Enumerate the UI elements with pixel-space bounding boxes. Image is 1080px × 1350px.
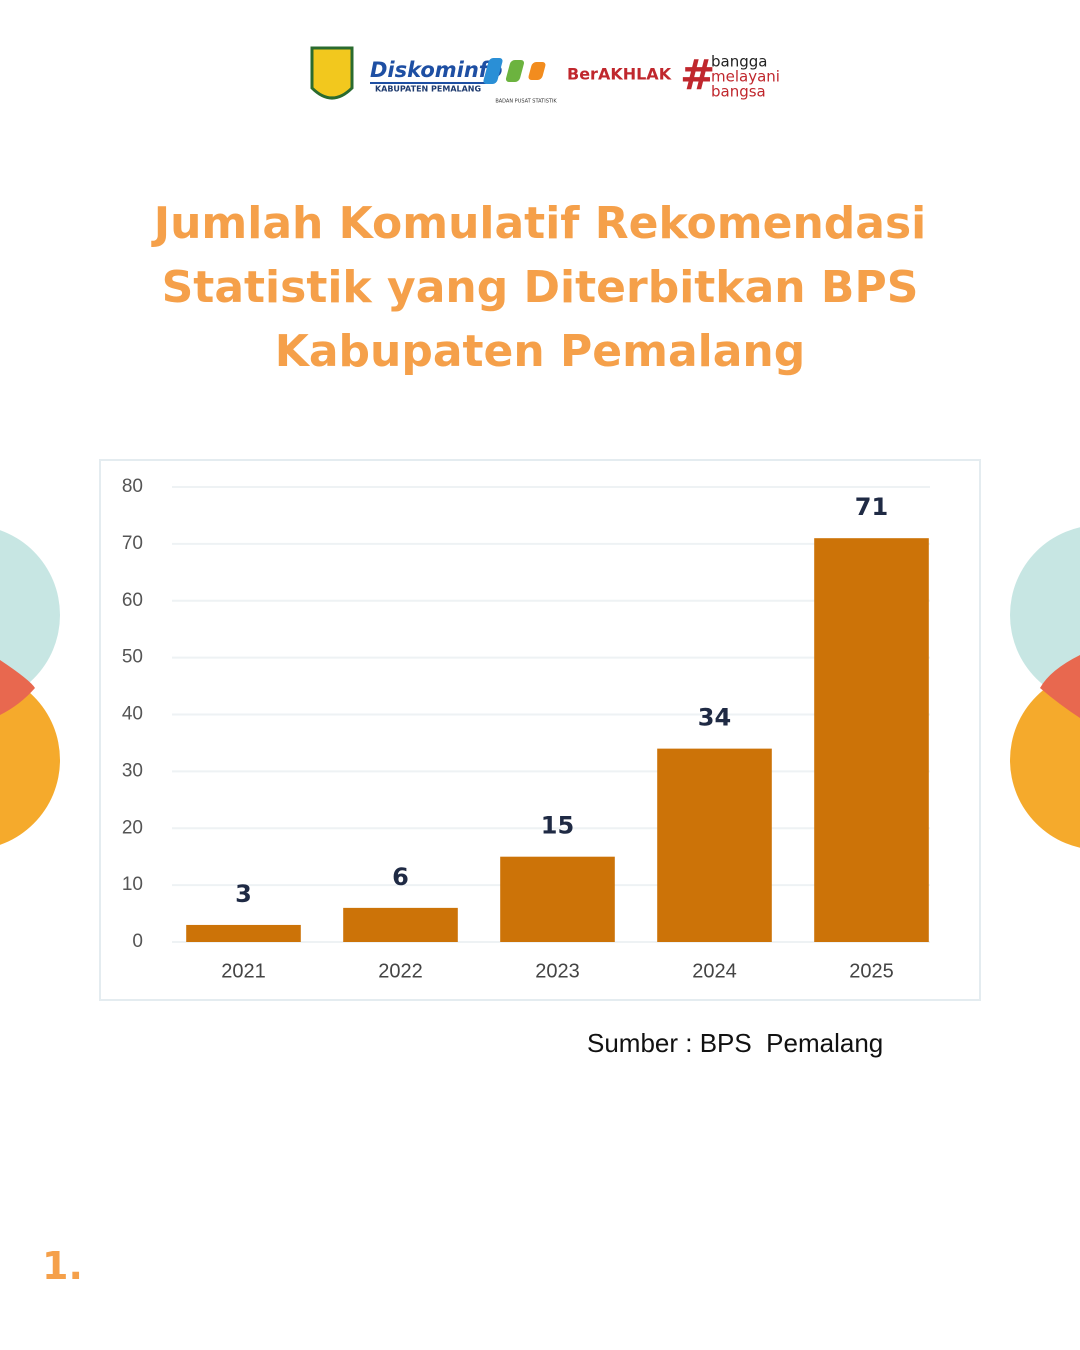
logo-text: BerAKHLAK (567, 65, 672, 84)
logo-bps (528, 62, 546, 80)
logo-text: KABUPATEN PEMALANG (375, 85, 481, 94)
y-tick-label: 40 (122, 704, 143, 725)
y-tick-label: 70 (122, 533, 143, 554)
page-number: 1. (42, 1244, 83, 1288)
logo-bps (505, 60, 524, 82)
value-label: 71 (855, 493, 888, 521)
x-tick-label: 2023 (535, 960, 580, 982)
source: Sumber : BPS Pemalang (587, 1028, 884, 1058)
bar (500, 856, 615, 942)
value-label: 3 (235, 880, 252, 908)
deco-circle (0, 675, 60, 845)
y-tick-label: 10 (122, 874, 143, 895)
logo-emblem (310, 46, 354, 100)
logo-text: melayani (711, 68, 780, 86)
x-tick-label: 2024 (692, 960, 737, 982)
bar (186, 924, 301, 942)
value-label: 15 (541, 812, 574, 840)
y-tick-label: 60 (122, 590, 143, 611)
x-tick-label: 2022 (378, 960, 423, 982)
logo-text: BADAN PUSAT STATISTIK (495, 99, 557, 105)
y-tick-label: 80 (122, 476, 143, 497)
bar (343, 907, 458, 942)
chart-title: Jumlah Komulatif Rekomendasi Statistik y… (153, 198, 927, 377)
logo-text: bangga (711, 53, 767, 71)
logo-text: Diskominfo (370, 58, 502, 82)
logo-bps (483, 58, 503, 84)
logo-hash: # (680, 51, 715, 100)
value-label: 34 (698, 704, 731, 732)
y-tick-label: 0 (132, 931, 143, 952)
x-tick-label: 2025 (849, 960, 894, 982)
deco-overlap (0, 660, 35, 715)
bar (814, 538, 929, 942)
y-tick-label: 20 (122, 817, 143, 838)
x-tick-label: 2021 (221, 960, 266, 982)
value-label: 6 (392, 863, 409, 891)
chart: 0 10 20 30 40 50 60 70 80 2021 3 2022 6 2023 15 2024 34 2… (99, 459, 981, 1001)
logo-text: bangsa (711, 83, 766, 101)
bar (657, 748, 772, 942)
y-tick-label: 30 (122, 760, 143, 781)
y-tick-label: 50 (122, 647, 143, 668)
deco-circle (1010, 672, 1080, 848)
deco-circle (1010, 527, 1080, 703)
deco-overlap (1040, 655, 1080, 718)
deco-circle (0, 530, 60, 700)
